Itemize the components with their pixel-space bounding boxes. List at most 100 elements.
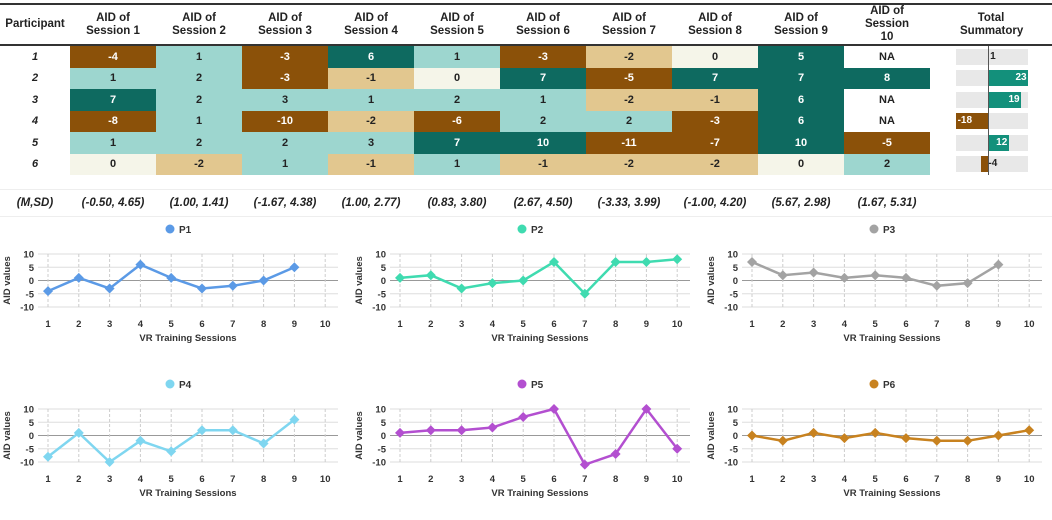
data-point [610,449,621,460]
total-value: -4 [988,158,998,170]
x-tick-label: 1 [45,474,51,485]
total-bar-track: 23 [956,67,1028,90]
aid-table: Participant AID of Session 1 AID of Sessio… [0,3,1052,217]
x-tick-label: 8 [261,319,266,330]
data-point [135,435,146,446]
aid-cell: 2 [156,132,242,154]
data-point [197,425,207,436]
aid-cell: 10 [758,132,844,154]
aid-cell: 1 [328,89,414,111]
x-tick-label: 2 [76,474,81,485]
legend-label: P2 [531,225,544,236]
y-tick-label: -10 [372,303,386,314]
y-axis-label: AID values [706,256,717,305]
data-point [901,433,911,444]
data-point [104,283,115,294]
aid-cell: 7 [758,67,844,89]
header-row: Participant AID of Session 1 AID of Sessio… [0,4,1052,46]
data-point [518,275,529,286]
y-tick-label: -5 [378,289,387,300]
y-tick-label: 0 [29,276,34,287]
x-tick-label: 5 [873,319,879,330]
data-point [777,270,788,281]
x-tick-label: 10 [320,474,331,485]
zero-line [987,131,989,154]
y-tick-label: -10 [724,458,738,469]
x-tick-label: 6 [551,319,556,330]
table-row: 2 1 2 -3 -1 0 7 -5 7 7 8 23 [0,67,1052,90]
participant-id: 6 [31,158,39,171]
data-point [808,427,819,438]
data-point [579,459,590,470]
mean-sd-value: (1.67, 5.31) [844,189,930,217]
x-axis-label: VR Training Sessions [139,488,236,499]
data-point [73,272,84,283]
x-tick-label: 8 [613,474,618,485]
aid-cell: -2 [672,153,758,175]
aid-cell: 1 [70,67,156,89]
data-point [777,435,788,446]
data-point [808,267,819,278]
x-tick-label: 4 [842,474,848,485]
column-header: Participant [0,4,70,46]
aid-cell: 6 [758,110,844,132]
aid-cell: 7 [414,132,500,154]
x-tick-label: 5 [873,474,879,485]
total-bar-track: -4 [956,153,1028,176]
table-row: 1 -4 1 -3 6 1 -3 -2 0 5 NA 1 [0,45,1052,68]
table-row: 4 -8 1 -10 -2 -6 2 2 -3 6 NA -18 [0,110,1052,133]
aid-cell: 6 [758,89,844,111]
data-point [104,457,115,467]
total-bar-track: -18 [956,110,1028,133]
x-tick-label: 6 [551,474,556,485]
x-tick-label: 1 [45,319,51,330]
data-point [197,283,207,294]
total-cell: 1 [930,45,1052,68]
data-point [962,278,973,289]
aid-cell: -10 [242,110,328,132]
legend-label: P6 [883,380,896,391]
total-bar-track: 1 [956,45,1028,68]
participant-id: 2 [31,72,39,85]
x-tick-label: 3 [107,474,112,485]
aid-cell: 2 [156,67,242,89]
legend-label: P1 [179,225,192,236]
data-point [487,278,498,289]
total-value: 12 [996,136,1008,148]
data-point [579,288,590,299]
line-chart-p3: P3 10 5 0 -5 -10 1 2 3 4 5 6 7 8 9 10 VR Training Sessio… [706,224,1042,344]
data-point [839,272,850,283]
zero-line [987,110,989,133]
column-header: AID of Session 4 [328,4,414,46]
aid-cell: -7 [672,132,758,154]
x-tick-label: 1 [749,319,755,330]
total-bar-track: 12 [956,131,1028,154]
x-tick-label: 3 [811,319,816,330]
x-tick-label: 8 [965,474,970,485]
x-tick-label: 4 [490,319,496,330]
x-tick-label: 4 [490,474,496,485]
aid-cell: 0 [70,153,156,175]
legend-label: P5 [531,380,544,391]
x-axis-label: VR Training Sessions [491,333,588,344]
data-point [672,443,683,454]
x-tick-label: 6 [199,474,204,485]
mean-sd-value: (-1.67, 4.38) [242,189,328,217]
x-tick-label: 4 [138,474,144,485]
column-header: AID of Session 9 [758,4,844,46]
aid-cell: -4 [70,45,156,68]
data-point [166,446,177,457]
data-point [289,262,300,273]
x-tick-label: 7 [230,319,235,330]
mean-sd-value: (5.67, 2.98) [758,189,844,217]
x-tick-label: 3 [459,319,464,330]
y-tick-label: 5 [29,418,35,429]
x-tick-label: 5 [169,474,175,485]
data-point [1024,425,1035,436]
data-point [258,438,269,449]
y-tick-label: 10 [23,405,34,416]
total-bar [987,134,1009,151]
total-value: -18 [957,115,973,127]
aid-cell: 2 [156,89,242,111]
zero-line [987,45,989,68]
